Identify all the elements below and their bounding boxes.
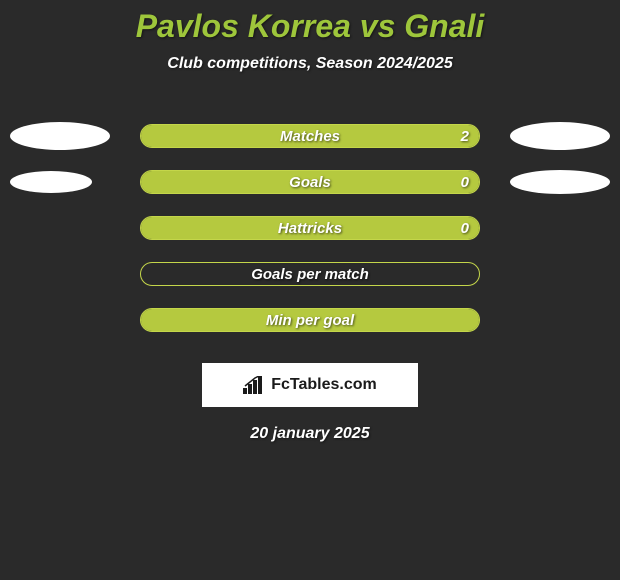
- stat-row: Matches 2: [0, 113, 620, 159]
- date-text: 20 january 2025: [0, 425, 620, 443]
- stat-label: Matches: [280, 128, 340, 145]
- stat-row: Goals 0: [0, 159, 620, 205]
- stat-row: Min per goal: [0, 297, 620, 343]
- stat-row: Hattricks 0: [0, 205, 620, 251]
- brand-badge: FcTables.com: [202, 363, 418, 407]
- stats-rows: Matches 2 Goals 0 Hattricks 0 Goals per match M…: [0, 113, 620, 343]
- stat-pill: Min per goal: [140, 308, 480, 332]
- left-ellipse: [10, 171, 92, 193]
- stat-row: Goals per match: [0, 251, 620, 297]
- right-ellipse: [510, 122, 610, 150]
- page-title: Pavlos Korrea vs Gnali: [0, 0, 620, 45]
- stat-value: 0: [461, 220, 469, 237]
- brand-text: FcTables.com: [271, 376, 377, 394]
- stat-value: 2: [461, 128, 469, 145]
- stat-label: Goals per match: [251, 266, 369, 283]
- right-ellipse: [510, 170, 610, 194]
- stat-label: Hattricks: [278, 220, 342, 237]
- stat-label: Goals: [289, 174, 331, 191]
- brand-chart-icon: [243, 376, 265, 394]
- left-ellipse: [10, 122, 110, 150]
- stat-value: 0: [461, 174, 469, 191]
- stat-label: Min per goal: [266, 312, 354, 329]
- stat-pill: Matches 2: [140, 124, 480, 148]
- stat-pill: Goals 0: [140, 170, 480, 194]
- subtitle: Club competitions, Season 2024/2025: [0, 55, 620, 73]
- stat-pill: Hattricks 0: [140, 216, 480, 240]
- stat-pill: Goals per match: [140, 262, 480, 286]
